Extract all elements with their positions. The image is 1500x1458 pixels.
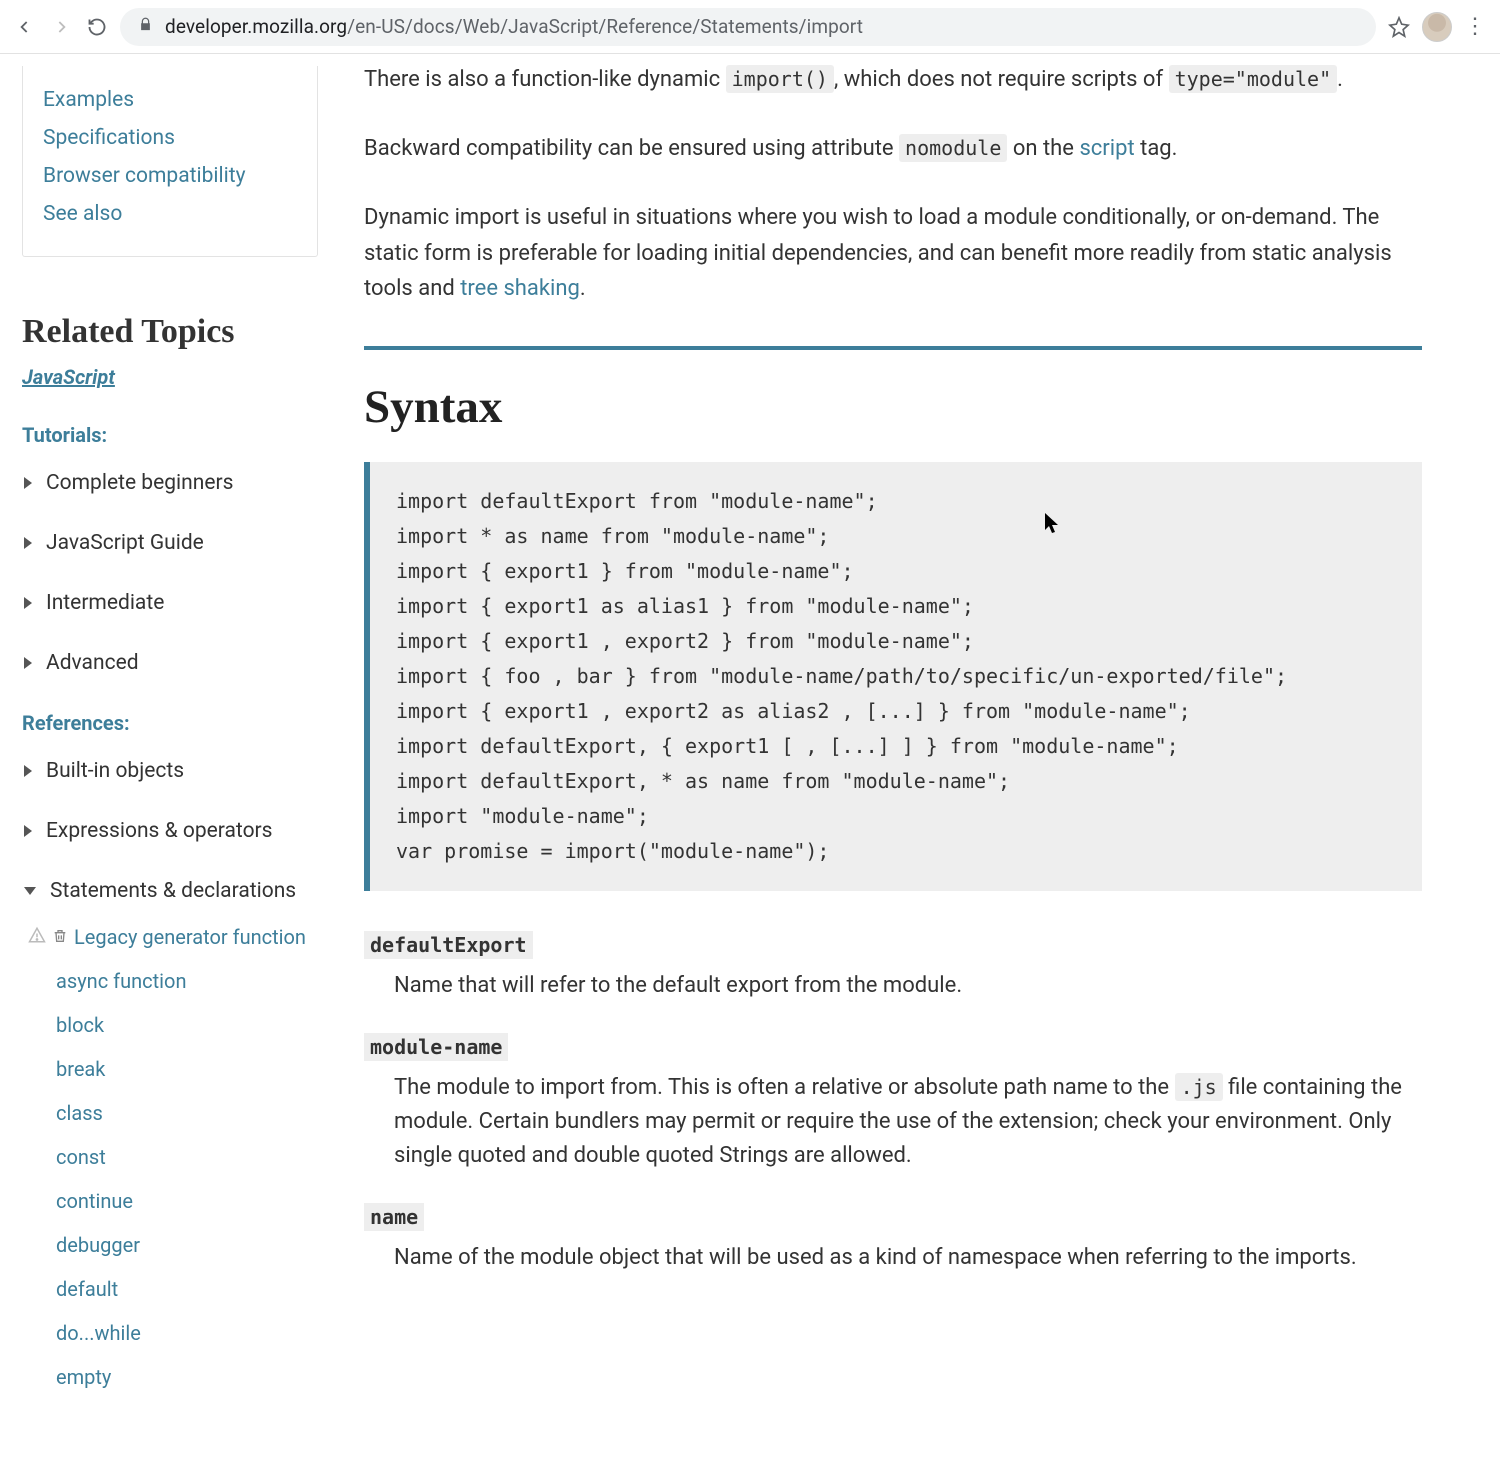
statements-sublist: Legacy generator function async function… — [28, 925, 318, 1389]
sidebar: Examples Specifications Browser compatib… — [0, 54, 340, 1449]
tree-item-label: Built-in objects — [46, 759, 184, 783]
text: Backward compatibility can be ensured us… — [364, 136, 899, 161]
forward-button[interactable] — [48, 14, 74, 40]
inline-code: nomodule — [899, 134, 1007, 162]
toc-link[interactable]: Browser compatibility — [43, 164, 297, 188]
caret-right-icon — [24, 597, 32, 609]
caret-right-icon — [24, 825, 32, 837]
text: . — [580, 276, 586, 301]
definition-name: name Name of the module object that will… — [364, 1203, 1422, 1275]
intro-paragraph-3: Dynamic import is useful in situations w… — [364, 200, 1422, 306]
definition-desc: Name that will refer to the default expo… — [394, 969, 1422, 1003]
definition-module-name: module-name The module to import from. T… — [364, 1033, 1422, 1173]
definition-desc: Name of the module object that will be u… — [394, 1241, 1422, 1275]
tree-item-builtin-objects[interactable]: Built-in objects — [24, 759, 318, 783]
text: There is also a function-like dynamic — [364, 67, 726, 92]
browser-toolbar: developer.mozilla.org/en-US/docs/Web/Jav… — [0, 0, 1500, 54]
text: Name of the module object that will be u… — [394, 1245, 1357, 1270]
text: , which does not require scripts of — [834, 67, 1169, 92]
caret-right-icon — [24, 537, 32, 549]
bookmark-star-icon[interactable] — [1386, 14, 1412, 40]
definition-term: name — [364, 1203, 424, 1231]
tree-item-statements-declarations[interactable]: Statements & declarations — [24, 879, 318, 903]
caret-right-icon — [24, 477, 32, 489]
tree-item-js-guide[interactable]: JavaScript Guide — [24, 531, 318, 555]
text: tag. — [1135, 136, 1178, 161]
lock-icon — [138, 17, 153, 36]
definition-term: module-name — [364, 1033, 508, 1061]
tree-item-expressions-operators[interactable]: Expressions & operators — [24, 819, 318, 843]
definition-defaultexport: defaultExport Name that will refer to th… — [364, 931, 1422, 1003]
codeblock-wrapper: import defaultExport from "module-name";… — [364, 462, 1422, 891]
text: Name that will refer to the default expo… — [394, 973, 962, 998]
tree-item-label: Complete beginners — [46, 471, 233, 495]
back-button[interactable] — [12, 14, 38, 40]
url-text: developer.mozilla.org/en-US/docs/Web/Jav… — [165, 15, 863, 38]
page-content: Examples Specifications Browser compatib… — [0, 54, 1500, 1449]
section-divider — [364, 346, 1422, 350]
tree-item-label: Expressions & operators — [46, 819, 273, 843]
sublist-item[interactable]: debugger — [56, 1233, 318, 1257]
intro-paragraph-2: Backward compatibility can be ensured us… — [364, 131, 1422, 166]
text: The module to import from. This is often… — [394, 1075, 1175, 1100]
intro-paragraph-1: There is also a function-like dynamic im… — [364, 62, 1422, 97]
sublist-item[interactable]: default — [56, 1277, 318, 1301]
tutorials-label: Tutorials: — [22, 423, 318, 447]
caret-down-icon — [24, 887, 36, 895]
sublist-item[interactable]: class — [56, 1101, 318, 1125]
sublist-item[interactable]: empty — [56, 1365, 318, 1389]
reload-button[interactable] — [84, 14, 110, 40]
toc-box: Examples Specifications Browser compatib… — [22, 66, 318, 257]
sublist-item[interactable]: async function — [56, 969, 318, 993]
browser-menu-icon[interactable]: ⋮ — [1462, 14, 1488, 40]
tree-item-complete-beginners[interactable]: Complete beginners — [24, 471, 318, 495]
caret-right-icon — [24, 657, 32, 669]
tree-item-label: Intermediate — [46, 591, 164, 615]
trash-icon — [52, 925, 68, 949]
definition-term: defaultExport — [364, 931, 533, 959]
profile-avatar[interactable] — [1422, 12, 1452, 42]
sublist-item[interactable]: const — [56, 1145, 318, 1169]
inline-code: import() — [726, 65, 834, 93]
syntax-codeblock: import defaultExport from "module-name";… — [364, 462, 1422, 891]
toc-link[interactable]: Examples — [43, 88, 297, 112]
tree-item-label: Advanced — [46, 651, 139, 675]
syntax-heading: Syntax — [364, 380, 1422, 434]
tree-shaking-link[interactable]: tree shaking — [460, 276, 580, 301]
inline-code: type="module" — [1169, 65, 1338, 93]
sublist-item-legacy-generator[interactable]: Legacy generator function — [28, 925, 318, 949]
tree-item-intermediate[interactable]: Intermediate — [24, 591, 318, 615]
tree-item-label: Statements & declarations — [50, 879, 296, 903]
text: . — [1337, 67, 1343, 92]
sublist-item-label: Legacy generator function — [74, 925, 306, 949]
tree-item-label: JavaScript Guide — [46, 531, 204, 555]
related-topics-heading: Related Topics — [22, 313, 318, 351]
sublist-item[interactable]: continue — [56, 1189, 318, 1213]
sublist-item[interactable]: block — [56, 1013, 318, 1037]
address-bar[interactable]: developer.mozilla.org/en-US/docs/Web/Jav… — [120, 8, 1376, 46]
definition-desc: The module to import from. This is often… — [394, 1071, 1422, 1173]
tree-item-advanced[interactable]: Advanced — [24, 651, 318, 675]
inline-code: .js — [1175, 1073, 1223, 1101]
references-label: References: — [22, 711, 318, 735]
article-main: There is also a function-like dynamic im… — [340, 54, 1470, 1449]
text: on the — [1007, 136, 1079, 161]
related-language-link[interactable]: JavaScript — [22, 365, 115, 389]
caret-right-icon — [24, 765, 32, 777]
sublist-item[interactable]: break — [56, 1057, 318, 1081]
toc-link[interactable]: Specifications — [43, 126, 297, 150]
sublist-item[interactable]: do...while — [56, 1321, 318, 1345]
warning-icon — [28, 925, 46, 949]
toc-link[interactable]: See also — [43, 202, 297, 226]
script-link[interactable]: script — [1079, 136, 1134, 161]
